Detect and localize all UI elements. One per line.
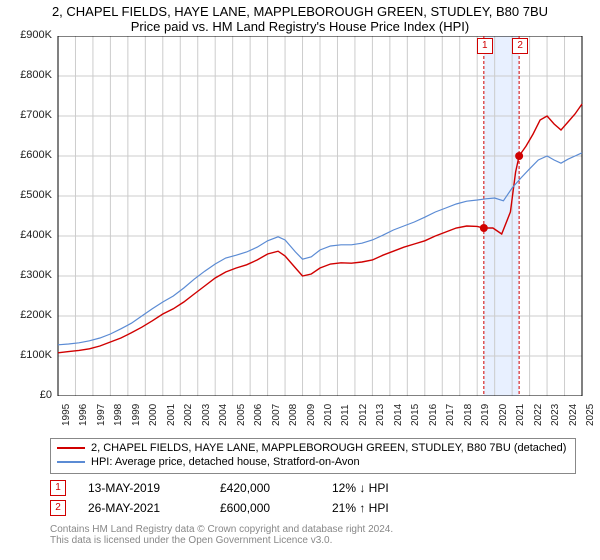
x-tick-label: 2013	[375, 404, 386, 426]
sale-price-1: £420,000	[220, 481, 310, 495]
x-tick-label: 2012	[358, 404, 369, 426]
x-tick-label: 2010	[323, 404, 334, 426]
sale-date-1: 13-MAY-2019	[88, 481, 198, 495]
x-tick-label: 2023	[550, 404, 561, 426]
sale-price-2: £600,000	[220, 501, 310, 515]
footer-line1: Contains HM Land Registry data © Crown c…	[50, 524, 576, 535]
x-tick-label: 2011	[340, 404, 351, 426]
y-tick-label: £500K	[8, 189, 52, 201]
sales-table: 1 13-MAY-2019 £420,000 12% ↓ HPI 2 26-MA…	[50, 478, 576, 518]
x-tick-label: 2003	[201, 404, 212, 426]
x-tick-label: 2008	[288, 404, 299, 426]
x-tick-label: 2018	[463, 404, 474, 426]
y-tick-label: £700K	[8, 109, 52, 121]
y-tick-label: £600K	[8, 149, 52, 161]
legend-label-blue: HPI: Average price, detached house, Stra…	[91, 456, 360, 468]
sales-row-1: 1 13-MAY-2019 £420,000 12% ↓ HPI	[50, 478, 576, 498]
plot-svg	[10, 36, 590, 396]
x-tick-label: 1996	[78, 404, 89, 426]
x-tick-label: 2000	[148, 404, 159, 426]
chart-marker-1: 1	[477, 38, 493, 54]
x-tick-label: 2025	[585, 404, 596, 426]
legend-swatch-blue	[57, 461, 85, 463]
x-tick-label: 2014	[393, 404, 404, 426]
x-axis-labels: 1995 1996 1997 1998 1999 2000 2001 2002 2003 2004…	[10, 396, 590, 436]
footer: Contains HM Land Registry data © Crown c…	[50, 524, 576, 546]
sale-date-2: 26-MAY-2021	[88, 501, 198, 515]
sale-marker-2: 2	[50, 500, 66, 516]
footer-line2: This data is licensed under the Open Gov…	[50, 535, 576, 546]
x-tick-label: 2001	[166, 404, 177, 426]
x-tick-label: 2019	[480, 404, 491, 426]
x-tick-label: 2016	[428, 404, 439, 426]
y-tick-label: £900K	[8, 29, 52, 41]
x-tick-label: 1999	[131, 404, 142, 426]
x-tick-label: 2020	[498, 404, 509, 426]
y-tick-label: £300K	[8, 269, 52, 281]
x-tick-label: 2017	[445, 404, 456, 426]
x-tick-label: 2004	[218, 404, 229, 426]
chart-title-line2: Price paid vs. HM Land Registry's House …	[0, 19, 600, 36]
x-tick-label: 2007	[271, 404, 282, 426]
y-tick-label: £200K	[8, 309, 52, 321]
x-tick-label: 2009	[306, 404, 317, 426]
x-tick-label: 2005	[236, 404, 247, 426]
y-tick-label: £100K	[8, 349, 52, 361]
x-tick-label: 2006	[253, 404, 264, 426]
y-tick-label: £400K	[8, 229, 52, 241]
x-tick-label: 1995	[61, 404, 72, 426]
legend-box: 2, CHAPEL FIELDS, HAYE LANE, MAPPLEBOROU…	[50, 438, 576, 474]
legend-label-red: 2, CHAPEL FIELDS, HAYE LANE, MAPPLEBOROU…	[91, 442, 566, 454]
x-tick-label: 2022	[533, 404, 544, 426]
sale-change-2: 21% ↑ HPI	[332, 501, 442, 515]
sale-change-1: 12% ↓ HPI	[332, 481, 442, 495]
x-tick-label: 1998	[113, 404, 124, 426]
legend-swatch-red	[57, 447, 85, 449]
x-tick-label: 2024	[568, 404, 579, 426]
x-tick-label: 2021	[515, 404, 526, 426]
sale-marker-1: 1	[50, 480, 66, 496]
chart-area: £0£100K£200K£300K£400K£500K£600K£700K£80…	[10, 36, 590, 396]
x-tick-label: 2015	[410, 404, 421, 426]
x-tick-label: 2002	[183, 404, 194, 426]
legend-row-red: 2, CHAPEL FIELDS, HAYE LANE, MAPPLEBOROU…	[57, 441, 569, 455]
chart-marker-2: 2	[512, 38, 528, 54]
chart-title-line1: 2, CHAPEL FIELDS, HAYE LANE, MAPPLEBOROU…	[0, 0, 600, 19]
x-tick-label: 1997	[96, 404, 107, 426]
sales-row-2: 2 26-MAY-2021 £600,000 21% ↑ HPI	[50, 498, 576, 518]
y-tick-label: £800K	[8, 69, 52, 81]
legend-row-blue: HPI: Average price, detached house, Stra…	[57, 455, 569, 469]
